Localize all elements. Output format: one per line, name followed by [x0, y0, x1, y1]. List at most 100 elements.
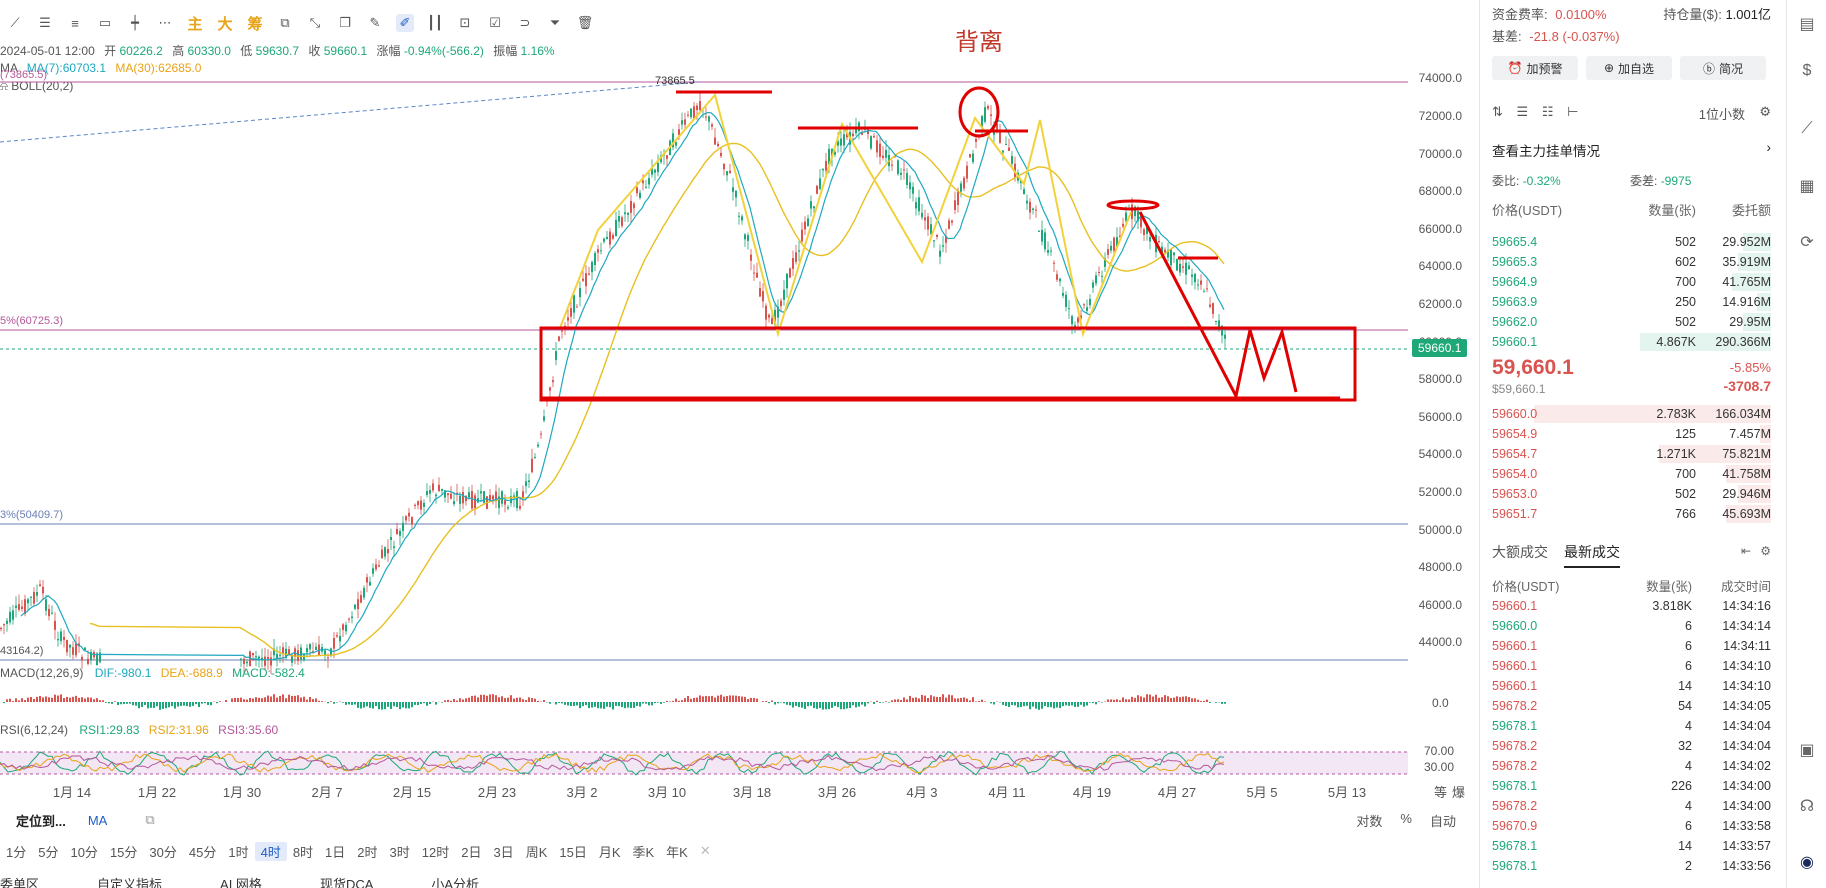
axis-mode-liquidation[interactable]: 爆	[1452, 785, 1466, 800]
filter-icon[interactable]: ⏷	[549, 15, 561, 30]
gear-icon[interactable]: ⚙	[1760, 544, 1771, 558]
ma-legend[interactable]: MA MA(7):60703.1 MA(30):62685.0	[0, 61, 201, 75]
rectangle-icon[interactable]: ▭	[98, 15, 112, 30]
price-axis[interactable]: 74000.0 72000.0 70000.0 68000.0 66000.0 …	[1408, 60, 1468, 670]
magnet-icon[interactable]: ⊃	[519, 15, 531, 30]
tab-orders[interactable]: 委单区	[0, 877, 40, 888]
pencil-icon[interactable]: ✎	[369, 15, 381, 30]
macd-bar	[828, 702, 830, 710]
tab-ai-grid[interactable]: AI 网格	[220, 877, 262, 888]
close-icon[interactable]: ✕	[699, 843, 711, 858]
axis-mode-equal[interactable]: 等	[1434, 785, 1448, 800]
layout-compact-icon[interactable]: ⊢	[1567, 104, 1579, 119]
compare-icon[interactable]: ⧉	[280, 15, 290, 30]
dollar-icon[interactable]: $	[1802, 62, 1812, 79]
log-scale-toggle[interactable]: 对数	[1356, 813, 1383, 829]
bid-row[interactable]: 59654.9 125 7.457M	[1492, 424, 1771, 444]
ask-row[interactable]: 59665.4 502 29.952M	[1492, 232, 1771, 252]
add-watchlist-button[interactable]: ⊕ 加自选	[1586, 56, 1672, 80]
trade-col-qty[interactable]: 数量(张)	[1646, 580, 1692, 594]
tf-8h[interactable]: 8时	[292, 844, 314, 860]
horizontal-lines-icon[interactable]: ☰	[39, 15, 51, 30]
tf-5m[interactable]: 5分	[38, 844, 59, 860]
ask-row[interactable]: 59660.1 4.867K 290.366M	[1492, 332, 1771, 352]
sync-icon[interactable]: ⟳	[1800, 234, 1814, 251]
ask-row[interactable]: 59664.9 700 41.765M	[1492, 272, 1771, 292]
orderbook-title-row[interactable]: 查看主力挂单情况 ›	[1492, 140, 1771, 160]
layout-icon[interactable]: ▣	[1799, 742, 1815, 759]
tf-1h[interactable]: 1时	[228, 844, 249, 860]
tf-week[interactable]: 周K	[525, 844, 548, 860]
assistant-icon[interactable]: ◉	[1800, 854, 1814, 871]
settings-icon[interactable]: ⚙	[1759, 104, 1771, 119]
tab-custom-indicator[interactable]: 自定义指标	[97, 877, 163, 888]
bid-row[interactable]: 59654.7 1.271K 75.821M	[1492, 444, 1771, 464]
edit-template-icon[interactable]: ☑	[489, 15, 501, 30]
tf-month[interactable]: 月K	[598, 844, 621, 860]
trash-icon[interactable]: 🗑	[576, 15, 594, 30]
tf-45m[interactable]: 45分	[188, 844, 217, 860]
bid-row[interactable]: 59653.0 502 29.946M	[1492, 484, 1771, 504]
tf-quarter[interactable]: 季K	[632, 844, 655, 860]
tab-large-trades[interactable]: 大额成交	[1492, 544, 1548, 560]
ask-row[interactable]: 59662.0 502 29.95M	[1492, 312, 1771, 332]
brush-icon[interactable]: ✐	[396, 14, 414, 32]
chart-area[interactable]: ⟋ ☰ ≡ ▭ ┿ ⋯ 主 大 筹 ⧉ ⤡ ❐ ✎ ✐ ┃┃ ⊡ ☑ ⊃ ⏷ 🗑…	[0, 0, 1468, 888]
date-axis[interactable]: 1月 14 1月 22 1月 30 2月 7 2月 15 2月 23 3月 2 …	[0, 782, 1440, 802]
tf-2h[interactable]: 2时	[357, 844, 378, 860]
copy-icon[interactable]: ❐	[339, 15, 351, 30]
document-icon[interactable]: ▤	[1799, 16, 1815, 33]
large-order-button[interactable]: 大	[217, 15, 233, 33]
line-chart-icon[interactable]: ⟋	[1801, 120, 1813, 137]
layout-bids-icon[interactable]: ☰	[1516, 104, 1529, 119]
main-indicator-button[interactable]: 主	[187, 15, 203, 33]
col-qty[interactable]: 数量(张)	[1648, 203, 1696, 218]
tf-3d[interactable]: 3日	[493, 844, 514, 860]
add-alert-button[interactable]: ⏰ 加预警	[1492, 56, 1578, 80]
parallel-lines-icon[interactable]: ≡	[71, 15, 79, 31]
decimals-select[interactable]: 1位小数	[1698, 107, 1745, 122]
tf-year[interactable]: 年K	[666, 844, 688, 860]
brief-button[interactable]: ⓑ 简况	[1680, 56, 1766, 80]
tab-a-analysis[interactable]: 小A分析	[431, 877, 480, 888]
locate-button[interactable]: 定位到...	[16, 813, 66, 829]
tab-spot-dca[interactable]: 现货DCA	[319, 877, 374, 888]
tab-latest-trades[interactable]: 最新成交	[1564, 542, 1620, 568]
ask-row[interactable]: 59663.9 250 14.916M	[1492, 292, 1771, 312]
layout-both-icon[interactable]: ⇅	[1492, 104, 1503, 119]
tf-2d[interactable]: 2日	[461, 844, 482, 860]
tf-4h[interactable]: 4时	[254, 841, 287, 861]
ray-icon[interactable]: ┿	[131, 15, 139, 30]
ask-row[interactable]: 59665.3 602 35.919M	[1492, 252, 1771, 272]
tf-30m[interactable]: 30分	[149, 844, 177, 860]
price-chart-canvas[interactable]: (73865.5) 73865.5 5%(60725.3) 3%(50409.7…	[0, 0, 1408, 800]
auto-scale-toggle[interactable]: 自动	[1429, 813, 1456, 829]
trend-line-icon[interactable]: ⟋	[10, 15, 20, 30]
ma-toggle[interactable]: MA	[87, 812, 108, 828]
percent-scale-toggle[interactable]: %	[1400, 810, 1412, 826]
tf-15m[interactable]: 15分	[109, 844, 138, 860]
chip-distribution-button[interactable]: 筹	[247, 15, 263, 33]
tf-15d[interactable]: 15日	[559, 844, 587, 860]
macd-legend[interactable]: MACD(12,26,9) DIF:-980.1 DEA:-688.9 MACD…	[0, 666, 305, 680]
more-icon[interactable]: ⋯	[158, 15, 172, 30]
tf-3h[interactable]: 3时	[389, 844, 410, 860]
bid-row[interactable]: 59660.0 2.783K 166.034M	[1492, 404, 1771, 424]
candle-body	[627, 212, 629, 215]
layout-asks-icon[interactable]: ☷	[1541, 104, 1554, 119]
bar-chart-icon[interactable]: ▦	[1799, 178, 1815, 195]
rsi-legend[interactable]: RSI(6,12,24) RSI1:29.83 RSI2:31.96 RSI3:…	[0, 723, 278, 737]
bid-row[interactable]: 59651.7 766 45.693M	[1492, 504, 1771, 524]
bid-row[interactable]: 59654.0 700 41.758M	[1492, 464, 1771, 484]
candle-type-icon[interactable]: ┃┃	[427, 15, 443, 30]
tf-1d[interactable]: 1日	[325, 844, 346, 860]
measure-icon[interactable]: ⤡	[309, 15, 321, 30]
filter-list-icon[interactable]: ⇤	[1740, 544, 1751, 558]
tf-10m[interactable]: 10分	[70, 844, 98, 860]
lock-icon[interactable]: ⊡	[459, 15, 471, 30]
external-link-icon[interactable]: ⧉	[145, 812, 155, 827]
col-amount[interactable]: 委托额	[1731, 203, 1771, 218]
headset-icon[interactable]: ☊	[1799, 798, 1815, 815]
tf-12h[interactable]: 12时	[421, 844, 450, 860]
tf-1m[interactable]: 1分	[6, 844, 27, 860]
